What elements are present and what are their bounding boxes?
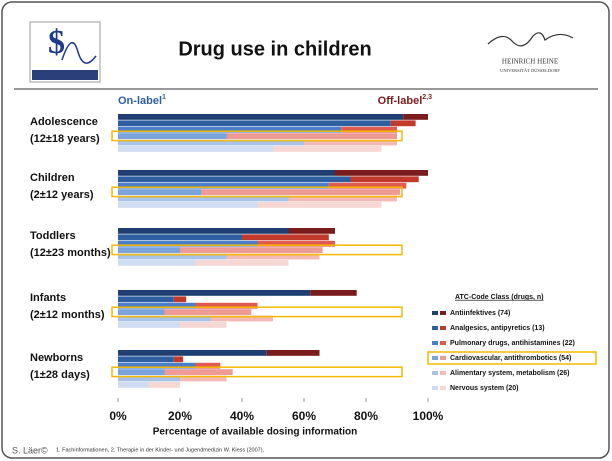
bar-off-label (180, 322, 227, 328)
legend-swatch (440, 311, 446, 315)
legend-label: Nervous system (20) (450, 385, 518, 392)
bar-on-label (118, 120, 391, 126)
category-label: (1±28 days) (30, 369, 90, 381)
legend-swatch (432, 326, 438, 330)
bar-on-label (118, 189, 202, 195)
left-logo: $ (30, 22, 100, 82)
bar-off-label (149, 382, 180, 388)
legend-swatch (440, 371, 446, 375)
bar-on-label (118, 309, 165, 315)
bar-on-label (118, 146, 273, 152)
legend-label: Cardiovascular, antithrombotics (54) (450, 355, 571, 362)
bar-on-label (118, 176, 351, 182)
bar-off-label (273, 146, 382, 152)
bar-on-label (118, 322, 180, 328)
bar-on-label (118, 290, 310, 296)
x-axis-title: Percentage of available dosing informati… (153, 427, 358, 438)
category-label: (12±18 years) (30, 133, 100, 145)
x-tick-label: 40% (230, 409, 254, 423)
category-label: Newborns (30, 352, 83, 364)
bar-off-label (174, 296, 186, 302)
label-text: On-label (118, 95, 162, 107)
bar-off-label (227, 133, 398, 139)
legend-swatch (440, 326, 446, 330)
bar-on-label (118, 382, 149, 388)
bar-on-label (118, 170, 335, 176)
legend-swatch (440, 341, 446, 345)
university-sub: UNIVERSITÄT DÜSSELDORF (500, 68, 560, 73)
label-sup: 1 (162, 94, 166, 101)
footer-author: S. Läer© (12, 445, 48, 455)
legend-swatch (440, 356, 446, 360)
category-label: Children (30, 172, 75, 184)
x-tick-label: 20% (168, 409, 192, 423)
category-label: Toddlers (30, 230, 76, 242)
bar-off-label (289, 228, 336, 234)
bar-on-label (118, 350, 267, 356)
bar-off-label (403, 114, 428, 120)
category-label: (2±12 years) (30, 189, 94, 201)
bar-on-label (118, 369, 165, 375)
category-label: Infants (30, 292, 66, 304)
slide: $ Drug use in children HEINRICH HEINE UN… (0, 0, 612, 461)
x-tick-label: 0% (109, 409, 127, 423)
label-sup: 2,3 (422, 94, 432, 101)
bar-on-label (118, 202, 258, 208)
bar-on-label (118, 296, 174, 302)
x-tick-label: 80% (354, 409, 378, 423)
bar-off-label (202, 189, 400, 195)
category-label: (12±23 months) (30, 247, 111, 259)
logo-band (32, 70, 98, 80)
bar-on-label (118, 133, 227, 139)
bar-off-label (391, 120, 416, 126)
bar-off-label (310, 290, 357, 296)
legend-label: Analgesics, antipyretics (13) (450, 325, 545, 332)
footer-references: 1. Fachinformationen, 2. Therapie in der… (56, 447, 265, 453)
bar-off-label (165, 369, 233, 375)
on-label-header: On-label1 (118, 94, 166, 107)
bar-off-label (180, 247, 323, 253)
legend-swatch (432, 371, 438, 375)
category-label: (2±12 months) (30, 309, 105, 321)
bar-off-label (165, 309, 252, 315)
label-text: Off-label (378, 95, 423, 107)
legend-swatch (432, 341, 438, 345)
x-tick-label: 100% (413, 409, 444, 423)
bar-off-label (174, 356, 183, 362)
bar-on-label (118, 228, 289, 234)
legend-swatch (440, 386, 446, 390)
bar-off-label (196, 260, 289, 266)
x-tick-label: 60% (292, 409, 316, 423)
bar-off-label (335, 170, 428, 176)
bar-off-label (267, 350, 320, 356)
legend-label: Pulmonary drugs, antihistamines (22) (450, 340, 575, 347)
bar-off-label (351, 176, 419, 182)
legend-label: Alimentary system, metabolism (26) (450, 370, 569, 377)
bar-on-label (118, 247, 180, 253)
legend-label: Antiinfektives (74) (450, 310, 510, 317)
bar-on-label (118, 234, 242, 240)
legend-title: ATC-Code Class (drugs, n) (455, 294, 544, 301)
bar-on-label (118, 356, 174, 362)
bar-on-label (118, 260, 196, 266)
legend-swatch (432, 386, 438, 390)
legend-swatch (432, 356, 438, 360)
slide-title: Drug use in children (178, 38, 371, 60)
bar-on-label (118, 114, 403, 120)
category-label: Adolescence (30, 116, 98, 128)
bar-off-label (258, 202, 382, 208)
legend-swatch (432, 311, 438, 315)
logo-glyph: $ (48, 24, 65, 61)
university-name: HEINRICH HEINE (502, 58, 558, 66)
bar-off-label (242, 234, 329, 240)
